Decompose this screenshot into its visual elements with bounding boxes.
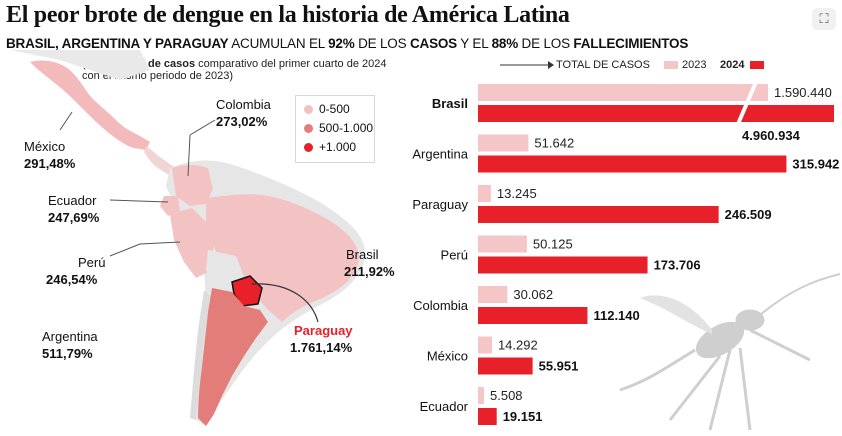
map-argentina [198,288,268,426]
bar-2023-argentina [478,134,529,152]
map-usa-edge [10,50,150,80]
legend-2024-label: 2024 [720,59,745,71]
value-label-2023: 50.125 [533,237,573,252]
range-row-low: 0-500 [304,102,350,116]
value-label-2024: 112.140 [593,308,639,323]
map-bolivia [206,250,244,290]
map-ecuador [160,196,180,216]
value-label-2023: 13.245 [497,186,537,201]
range-row-mid: 500-1.000 [304,121,373,135]
leader-mexico [59,111,73,131]
category-label: Colombia [413,298,469,313]
value-label-2024: 315.942 [792,157,839,172]
category-label: Perú [441,248,468,263]
value-label-2024: 55.951 [539,359,579,374]
bar-2024-argentina [478,155,787,173]
map-label-brasil: Brasil 211,92% [344,247,395,279]
map-mexico [30,60,150,150]
bar-2023-colombia [478,286,508,303]
bar-2024-ecuador [478,408,497,425]
range-row-high: +1.000 [304,140,356,154]
legend-2023-label: 2023 [682,59,707,71]
category-label: México [427,349,468,364]
map-brazil [206,194,359,322]
range-legend: 0-500 500-1.000 +1.000 [295,95,375,163]
bar-2024-paraguay [478,206,719,223]
bar-2023-brasil [478,84,768,101]
bar-2023-ecuador [478,387,484,404]
value-label-2024: 246.509 [725,207,772,222]
category-label: Argentina [412,147,468,162]
legend-2023-swatch [664,61,678,69]
bar-2024-colombia [478,307,588,324]
map-chile [190,290,210,420]
legend-2024-swatch [750,61,764,69]
leader-ecuador [109,199,169,203]
value-label-2023: 51.642 [534,136,574,151]
zoom-icon[interactable]: ⛶ [812,8,836,30]
value-label-2023: 30.062 [513,287,553,302]
bar-2023-paraguay [478,185,491,202]
map-label-paraguay: Paraguay 1.761,14% [290,323,353,355]
leader-paraguay [251,283,319,323]
value-label-2023: 1.590.440 [774,85,832,100]
bar-2023-perú [478,235,527,253]
legend-arrow-icon [500,61,554,69]
legend-total-label: TOTAL DE CASOS [556,59,650,71]
value-label-2024: 19.151 [503,409,543,424]
map-label-colombia: Colombia 273,02% [216,97,271,129]
category-label: Paraguay [412,197,468,212]
bar-2023-méxico [478,336,492,354]
map-label-mexico: México 291,48% [24,139,76,171]
bar-2024-brasil [478,105,834,122]
category-label: Ecuador [420,399,469,414]
value-label-2024: 4.960.934 [742,128,801,143]
axis-break-mark [736,81,758,125]
map-colombia [172,165,214,206]
chart-subtitle: BRASIL, ARGENTINA Y PARAGUAY ACUMULAN EL… [6,36,689,51]
leader-colombia [187,134,191,177]
bar-2024-perú [478,256,648,274]
category-label: Brasil [432,96,468,111]
map-peru [170,208,214,278]
latin-america-map [10,50,366,426]
mosquito-icon [619,273,841,431]
chart-title: El peor brote de dengue en la historia d… [6,2,570,28]
map-label-peru: Perú 246,54% [46,255,106,287]
value-label-2023: 14.292 [498,338,538,353]
value-label-2024: 173.706 [654,258,701,273]
map-label-ecuador: Ecuador 247,69% [48,193,100,225]
bar-2024-méxico [478,357,533,375]
leader-peru [139,241,181,245]
map-venezuela [208,167,256,198]
value-label-2023: 5.508 [490,388,523,403]
map-label-argentina: Argentina 511,79% [42,329,98,361]
